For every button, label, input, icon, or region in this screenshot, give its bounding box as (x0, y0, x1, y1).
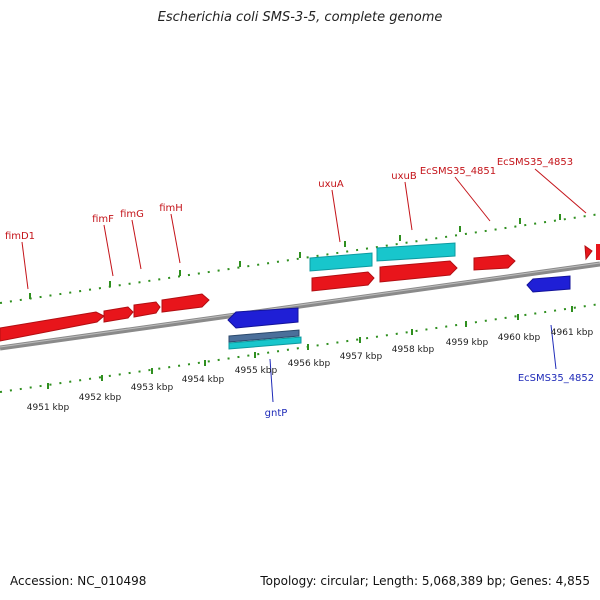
leader-fimF (103, 224, 114, 277)
reverse-genes (227, 275, 571, 350)
kbp-label: 4953 kbp (131, 383, 174, 393)
gene-label-EcSMS35_4853: EcSMS35_4853 (497, 157, 573, 168)
reverse-gene-labels: gntP EcSMS35_4852 (265, 373, 594, 419)
kbp-label: 4957 kbp (340, 352, 383, 362)
gene-label-uxuA: uxuA (318, 179, 344, 190)
leader-EcSMS35_4852 (550, 324, 557, 370)
gene-uxuB-arrow (379, 260, 458, 283)
reverse-leader-lines (269, 324, 557, 403)
kbp-label: 4956 kbp (288, 359, 331, 369)
reverse-tick-track (0, 303, 600, 393)
leader-EcSMS35_4853 (534, 168, 587, 214)
kbp-label: 4960 kbp (498, 333, 541, 343)
leader-uxuA (331, 189, 341, 243)
feature-block-cyan-lower (228, 336, 302, 350)
gene-label-uxuB: uxuB (391, 171, 417, 182)
gene-label-fimH: fimH (159, 203, 183, 214)
leader-fimH (170, 213, 181, 264)
gene-label-gntP: gntP (265, 408, 288, 419)
forward-features (309, 242, 456, 272)
feature-block-cyan (376, 242, 456, 262)
feature-block-cyan (309, 252, 373, 272)
kbp-label: 4952 kbp (79, 393, 122, 403)
gene-fimD1-arrow (0, 311, 105, 342)
backbone-line (0, 261, 600, 351)
gene-label-fimD1: fimD1 (5, 231, 35, 242)
gene-label-EcSMS35_4851: EcSMS35_4851 (420, 166, 496, 177)
leader-gntP (269, 358, 274, 403)
accession-label: Accession: NC_010498 (10, 574, 147, 588)
gene-partial-right-edge (596, 244, 600, 260)
gene-gntP-arrow (227, 307, 299, 329)
kbp-label: 4958 kbp (392, 345, 435, 355)
kbp-label: 4959 kbp (446, 338, 489, 348)
gene-EcSMS35_4853-arrow (584, 244, 593, 261)
gene-EcSMS35_4851-arrow (473, 254, 516, 271)
leader-EcSMS35_4851 (454, 176, 491, 222)
forward-tick-track (0, 213, 600, 304)
genome-summary: Topology: circular; Length: 5,068,389 bp… (260, 574, 590, 588)
kbp-label: 4954 kbp (182, 375, 225, 385)
gene-label-fimF: fimF (92, 214, 114, 225)
genome-backbone (0, 261, 600, 351)
kbp-label: 4951 kbp (27, 403, 70, 413)
reverse-tick-track-line (0, 303, 600, 393)
backbone-highlight (0, 262, 600, 348)
gene-fimF-arrow (103, 306, 134, 323)
gene-uxuA-arrow (311, 271, 375, 292)
leader-fimD1 (21, 241, 29, 290)
feature-block-steel (228, 329, 300, 343)
gene-EcSMS35_4852-arrow (526, 275, 571, 293)
kbp-label: 4955 kbp (235, 366, 278, 376)
leader-fimG (131, 219, 142, 270)
genome-title: Escherichia coli SMS-3-5, complete genom… (157, 10, 443, 25)
gene-label-EcSMS35_4852: EcSMS35_4852 (518, 373, 594, 384)
gene-fimH-arrow (161, 293, 210, 313)
forward-gene-labels: fimD1 fimF fimG fimH uxuA uxuB EcSMS35_4… (5, 157, 573, 242)
kbp-labels: 4951 kbp 4952 kbp 4953 kbp 4954 kbp 4955… (27, 328, 594, 413)
forward-genes (0, 244, 600, 342)
gene-label-fimG: fimG (120, 209, 144, 220)
forward-leader-lines (21, 168, 587, 290)
kbp-label: 4961 kbp (551, 328, 594, 338)
forward-tick-track-line (0, 213, 600, 304)
gene-fimG-arrow (133, 301, 161, 318)
leader-uxuB (404, 181, 413, 231)
